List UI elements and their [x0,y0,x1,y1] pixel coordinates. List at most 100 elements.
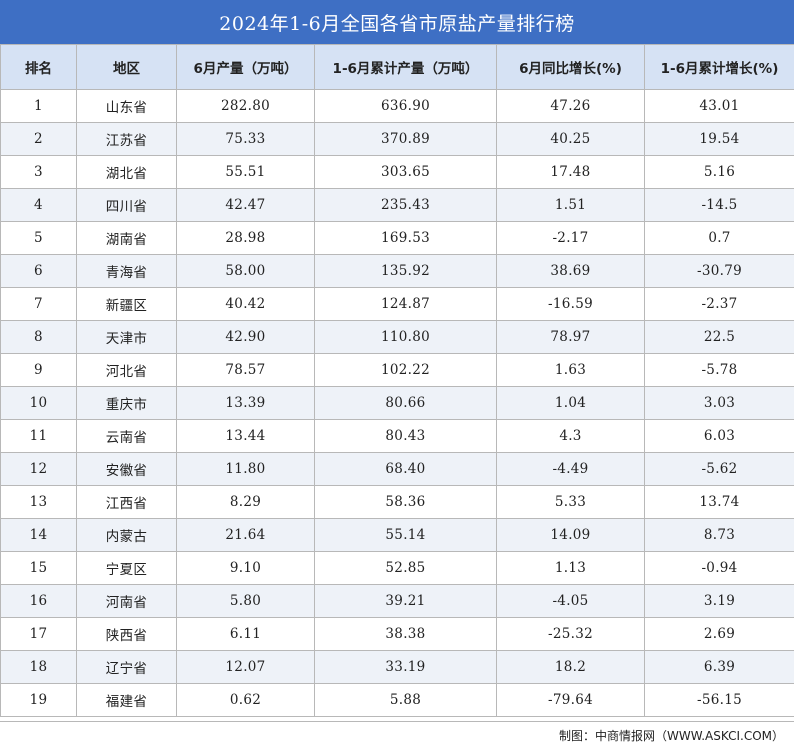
cumulative-growth-cell: -14.5 [644,188,794,222]
region-cell: 湖北省 [76,155,177,189]
region-cell: 山东省 [76,89,177,123]
june-output-cell: 13.44 [176,419,315,453]
cumulative-growth-cell: 5.16 [644,155,794,189]
rank-cell: 12 [0,452,77,486]
rank-cell: 13 [0,485,77,519]
table-row: 13 江西省 8.29 58.36 5.33 13.74 [0,485,794,519]
rank-cell: 11 [0,419,77,453]
column-header-rank: 排名 [0,44,77,90]
rank-cell: 18 [0,650,77,684]
region-cell: 内蒙古 [76,518,177,552]
ranking-table: 排名 地区 6月产量（万吨） 1-6月累计产量（万吨） 6月同比增长(%) 1-… [0,44,794,717]
cumulative-growth-cell: 3.03 [644,386,794,420]
june-yoy-cell: 38.69 [496,254,645,288]
june-output-cell: 42.90 [176,320,315,354]
region-cell: 湖南省 [76,221,177,255]
rank-cell: 9 [0,353,77,387]
cumulative-growth-cell: -56.15 [644,683,794,717]
region-cell: 天津市 [76,320,177,354]
june-output-cell: 28.98 [176,221,315,255]
cumulative-output-cell: 135.92 [314,254,497,288]
table-row: 1 山东省 282.80 636.90 47.26 43.01 [0,89,794,123]
june-yoy-cell: 78.97 [496,320,645,354]
table-row: 7 新疆区 40.42 124.87 -16.59 -2.37 [0,287,794,321]
june-yoy-cell: 1.13 [496,551,645,585]
june-output-cell: 40.42 [176,287,315,321]
table-row: 15 宁夏区 9.10 52.85 1.13 -0.94 [0,551,794,585]
cumulative-output-cell: 38.38 [314,617,497,651]
cumulative-growth-cell: 43.01 [644,89,794,123]
region-cell: 宁夏区 [76,551,177,585]
cumulative-growth-cell: -0.94 [644,551,794,585]
june-output-cell: 8.29 [176,485,315,519]
table-header-row: 排名 地区 6月产量（万吨） 1-6月累计产量（万吨） 6月同比增长(%) 1-… [0,44,794,90]
cumulative-output-cell: 39.21 [314,584,497,618]
june-output-cell: 58.00 [176,254,315,288]
region-cell: 福建省 [76,683,177,717]
june-yoy-cell: 17.48 [496,155,645,189]
cumulative-growth-cell: -30.79 [644,254,794,288]
cumulative-output-cell: 169.53 [314,221,497,255]
june-output-cell: 0.62 [176,683,315,717]
cumulative-output-cell: 110.80 [314,320,497,354]
cumulative-growth-cell: -5.62 [644,452,794,486]
cumulative-output-cell: 124.87 [314,287,497,321]
rank-cell: 16 [0,584,77,618]
rank-cell: 4 [0,188,77,222]
table-row: 6 青海省 58.00 135.92 38.69 -30.79 [0,254,794,288]
june-yoy-cell: -4.05 [496,584,645,618]
june-output-cell: 6.11 [176,617,315,651]
region-cell: 青海省 [76,254,177,288]
table-row: 3 湖北省 55.51 303.65 17.48 5.16 [0,155,794,189]
region-cell: 云南省 [76,419,177,453]
cumulative-output-cell: 102.22 [314,353,497,387]
rank-cell: 7 [0,287,77,321]
table-row: 16 河南省 5.80 39.21 -4.05 3.19 [0,584,794,618]
source-credit: 制图：中商情报网（WWW.ASKCI.COM） [0,721,794,749]
table-row: 9 河北省 78.57 102.22 1.63 -5.78 [0,353,794,387]
cumulative-output-cell: 80.66 [314,386,497,420]
cumulative-growth-cell: -2.37 [644,287,794,321]
june-output-cell: 5.80 [176,584,315,618]
region-cell: 重庆市 [76,386,177,420]
cumulative-growth-cell: 22.5 [644,320,794,354]
region-cell: 辽宁省 [76,650,177,684]
cumulative-output-cell: 68.40 [314,452,497,486]
june-yoy-cell: 47.26 [496,89,645,123]
cumulative-output-cell: 55.14 [314,518,497,552]
rank-cell: 17 [0,617,77,651]
june-output-cell: 21.64 [176,518,315,552]
rank-cell: 3 [0,155,77,189]
rank-cell: 14 [0,518,77,552]
june-yoy-cell: 4.3 [496,419,645,453]
cumulative-output-cell: 303.65 [314,155,497,189]
table-row: 5 湖南省 28.98 169.53 -2.17 0.7 [0,221,794,255]
june-yoy-cell: 14.09 [496,518,645,552]
cumulative-output-cell: 80.43 [314,419,497,453]
june-output-cell: 75.33 [176,122,315,156]
column-header-june-output: 6月产量（万吨） [176,44,315,90]
cumulative-growth-cell: 19.54 [644,122,794,156]
rank-cell: 5 [0,221,77,255]
column-header-region: 地区 [76,44,177,90]
cumulative-output-cell: 5.88 [314,683,497,717]
page-title: 2024年1-6月全国各省市原盐产量排行榜 [0,0,794,44]
cumulative-growth-cell: 2.69 [644,617,794,651]
june-yoy-cell: 18.2 [496,650,645,684]
table-row: 19 福建省 0.62 5.88 -79.64 -56.15 [0,683,794,717]
cumulative-growth-cell: -5.78 [644,353,794,387]
june-output-cell: 13.39 [176,386,315,420]
june-yoy-cell: 40.25 [496,122,645,156]
june-yoy-cell: 1.51 [496,188,645,222]
cumulative-growth-cell: 0.7 [644,221,794,255]
region-cell: 河北省 [76,353,177,387]
region-cell: 江西省 [76,485,177,519]
june-yoy-cell: -25.32 [496,617,645,651]
region-cell: 河南省 [76,584,177,618]
june-yoy-cell: -16.59 [496,287,645,321]
cumulative-output-cell: 636.90 [314,89,497,123]
cumulative-output-cell: 33.19 [314,650,497,684]
rank-cell: 2 [0,122,77,156]
cumulative-growth-cell: 3.19 [644,584,794,618]
